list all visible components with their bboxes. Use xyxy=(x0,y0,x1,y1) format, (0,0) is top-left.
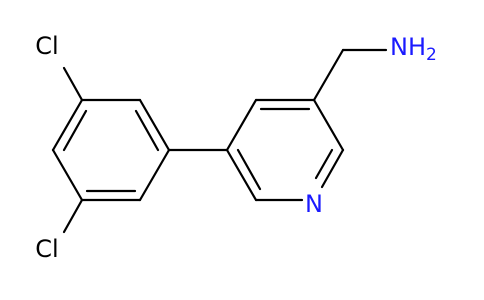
atom-label: N xyxy=(305,190,323,218)
double-bond-inner xyxy=(134,109,160,152)
bond xyxy=(138,148,171,202)
bond xyxy=(138,98,171,152)
atom-label-text: NH xyxy=(390,33,426,61)
bond xyxy=(312,98,345,152)
bond xyxy=(62,66,84,102)
atom-label-subscript: 2 xyxy=(426,45,437,65)
bond xyxy=(312,48,345,102)
atom-label: NH2 xyxy=(390,33,437,65)
double-bond-inner xyxy=(236,148,262,191)
bonds xyxy=(51,48,388,234)
double-bond-inner xyxy=(314,148,334,180)
double-bond-inner xyxy=(62,109,88,152)
bond xyxy=(51,148,84,202)
bond xyxy=(62,198,84,234)
bond xyxy=(51,98,84,152)
bond xyxy=(225,98,258,152)
atom-label: Cl xyxy=(35,235,58,263)
bond xyxy=(225,148,258,202)
bond xyxy=(320,148,345,189)
atom-label: Cl xyxy=(35,32,58,60)
